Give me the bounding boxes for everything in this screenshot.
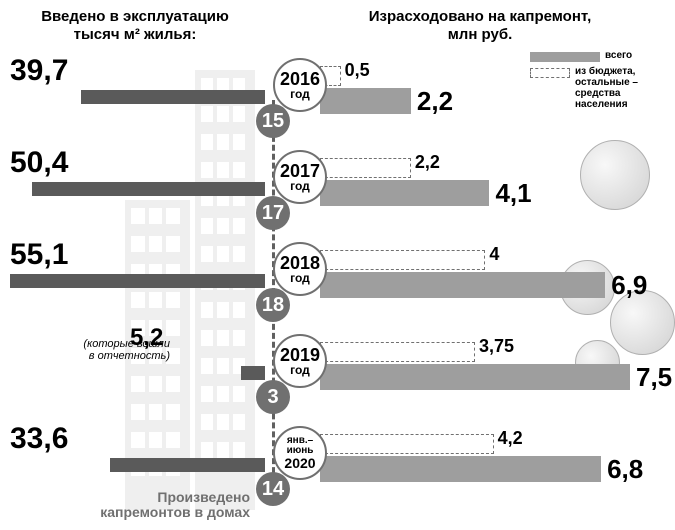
- data-row-0: 39,7 0,5 2,2 2016год15: [0, 48, 675, 138]
- repair-count-circle: 15: [256, 104, 290, 138]
- commissioned-value: 50,4: [10, 146, 68, 180]
- commissioned-bar: [32, 182, 265, 196]
- spending-total-bar: [320, 364, 630, 390]
- year-circle: 2018год: [273, 242, 327, 296]
- commissioned-value: 33,6: [10, 422, 68, 456]
- spending-budget-value: 0,5: [345, 60, 370, 81]
- commissioned-bar: [81, 90, 265, 104]
- spending-budget-value: 4,2: [498, 428, 523, 449]
- commissioned-bar: [10, 274, 265, 288]
- commissioned-bar: [241, 366, 265, 380]
- header-left: Введено в эксплуатациютысяч м² жилья:: [10, 8, 260, 44]
- spending-budget-bar: [320, 342, 475, 362]
- spending-total-value: 6,9: [611, 270, 647, 301]
- year-circle: 2017год: [273, 150, 327, 204]
- header-left-line2: тысяч м² жилья:: [74, 26, 197, 43]
- year-circle: 2016год: [273, 58, 327, 112]
- header-right-line2: млн руб.: [448, 26, 513, 43]
- spending-budget-bar: [320, 434, 494, 454]
- spending-total-bar: [320, 456, 601, 482]
- year-circle: янв.–июнь2020: [273, 426, 327, 480]
- header-right-line1: Израсходовано на капремонт,: [369, 8, 592, 25]
- spending-budget-value: 4: [489, 244, 499, 265]
- spending-total-bar: [320, 180, 489, 206]
- header-right: Израсходовано на капремонт,млн руб.: [335, 8, 625, 44]
- repair-count-circle: 14: [256, 472, 290, 506]
- spending-budget-value: 3,75: [479, 336, 514, 357]
- data-row-3: 5,2(которые вошлив отчетность)3,757,5201…: [0, 324, 675, 414]
- spending-budget-bar: [320, 158, 411, 178]
- spending-total-bar: [320, 272, 605, 298]
- spending-total-value: 4,1: [495, 178, 531, 209]
- spending-total-value: 6,8: [607, 454, 643, 485]
- spending-total-value: 7,5: [636, 362, 672, 393]
- header-left-line1: Введено в эксплуатацию: [41, 8, 229, 25]
- data-row-2: 55,1 4 6,9 2018год18: [0, 232, 675, 322]
- commissioned-value: 55,1: [10, 238, 68, 272]
- repair-count-circle: 17: [256, 196, 290, 230]
- spending-budget-bar: [320, 250, 485, 270]
- data-row-1: 50,4 2,2 4,1 2017год17: [0, 140, 675, 230]
- commissioned-value: 39,7: [10, 54, 68, 88]
- spending-total-bar: [320, 88, 411, 114]
- repair-count-circle: 3: [256, 380, 290, 414]
- footer-label: Произведенокапремонтов в домах: [55, 490, 250, 521]
- year-circle: 2019год: [273, 334, 327, 388]
- spending-budget-value: 2,2: [415, 152, 440, 173]
- commissioned-note: (которые вошлив отчетность): [70, 338, 170, 362]
- commissioned-bar: [110, 458, 265, 472]
- repair-count-circle: 18: [256, 288, 290, 322]
- spending-total-value: 2,2: [417, 86, 453, 117]
